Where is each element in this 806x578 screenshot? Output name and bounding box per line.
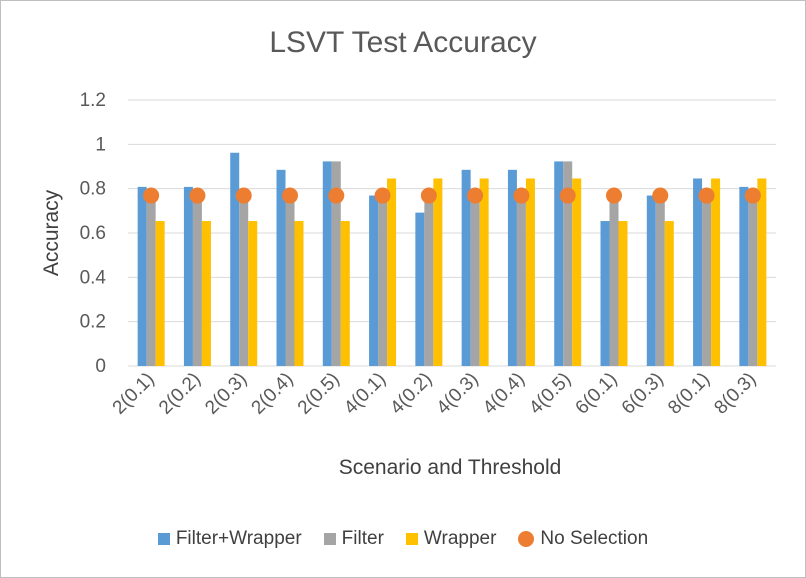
- marker-no-selection: [652, 187, 669, 204]
- x-tick-label: 2(0.4): [248, 369, 298, 419]
- bar-filter: [239, 195, 249, 366]
- bar-wrapper: [294, 221, 304, 366]
- x-tick-label: 2(0.1): [109, 369, 159, 419]
- bar-filter-wrapper: [137, 186, 147, 366]
- bar-wrapper: [525, 178, 535, 366]
- bar-filter-wrapper: [554, 161, 564, 366]
- x-axis-title: Scenario and Threshold: [339, 456, 562, 479]
- legend-circle-swatch: [518, 531, 535, 547]
- bar-wrapper: [479, 178, 489, 366]
- marker-no-selection: [328, 187, 345, 204]
- marker-no-selection: [235, 187, 252, 204]
- bar-wrapper: [387, 178, 397, 366]
- bar-wrapper: [340, 221, 350, 366]
- legend-label: Filter+Wrapper: [175, 528, 302, 549]
- bar-filter: [748, 195, 758, 366]
- bar-filter-wrapper: [230, 152, 240, 366]
- bar-filter: [146, 195, 156, 366]
- x-tick-label: 2(0.2): [155, 369, 205, 419]
- gridlines: [128, 99, 776, 367]
- legend-item: Filter+Wrapper: [157, 528, 302, 550]
- x-tick-label: 4(0.1): [340, 369, 390, 419]
- y-tick-label: 0: [95, 356, 106, 377]
- bar-filter: [285, 195, 295, 366]
- y-tick-labels: 0 0.2 0.4 0.6 0.8 1 1.2: [80, 90, 107, 377]
- bar-filter-wrapper: [369, 195, 379, 366]
- markers: [143, 187, 761, 204]
- legend-square-swatch: [323, 533, 336, 545]
- legend-square-swatch: [157, 533, 170, 545]
- x-tick-label: 6(0.1): [572, 369, 622, 419]
- bar-filter-wrapper: [507, 169, 517, 366]
- marker-no-selection: [559, 187, 576, 204]
- legend-item: Wrapper: [405, 528, 497, 550]
- marker-no-selection: [282, 187, 298, 204]
- bar-filter: [331, 161, 341, 366]
- marker-no-selection: [744, 187, 761, 204]
- x-tick-label: 4(0.4): [479, 369, 529, 419]
- y-tick-label: 0.8: [80, 179, 106, 200]
- legend-square-swatch: [405, 533, 418, 545]
- bar-filter-wrapper: [461, 169, 471, 366]
- legend-label: Filter: [341, 528, 384, 549]
- x-tick-label: 2(0.5): [294, 369, 344, 419]
- legend-item: No Selection: [518, 528, 648, 550]
- bar-filter-wrapper: [276, 169, 286, 366]
- y-tick-label: 0.6: [80, 223, 106, 244]
- x-tick-label: 4(0.3): [433, 369, 483, 419]
- bar-wrapper: [155, 221, 165, 366]
- y-tick-label: 0.2: [80, 312, 106, 333]
- bar-wrapper: [618, 221, 628, 366]
- bar-filter: [192, 195, 202, 366]
- x-tick-label: 4(0.5): [525, 369, 575, 419]
- x-tick-label: 4(0.2): [386, 369, 436, 419]
- marker-no-selection: [467, 187, 484, 204]
- y-tick-label: 1.2: [80, 90, 106, 111]
- y-tick-label: 1: [95, 134, 106, 155]
- bar-wrapper: [664, 221, 674, 366]
- bar-filter-wrapper: [739, 186, 749, 366]
- bar-wrapper: [711, 178, 721, 366]
- x-tick-label: 2(0.3): [201, 369, 251, 419]
- y-axis-title: Accuracy: [40, 189, 63, 276]
- x-tick-label: 8(0.1): [664, 369, 714, 419]
- bar-filter-wrapper: [183, 186, 193, 366]
- bar-filter: [424, 195, 434, 366]
- bars: [137, 152, 767, 366]
- marker-no-selection: [606, 187, 622, 204]
- marker-no-selection: [189, 187, 206, 204]
- x-tick-label: 6(0.3): [618, 369, 668, 419]
- bar-wrapper: [201, 221, 211, 366]
- marker-no-selection: [420, 187, 437, 204]
- y-tick-label: 0.4: [80, 267, 107, 288]
- bar-wrapper: [248, 221, 258, 366]
- bar-filter-wrapper: [646, 195, 656, 366]
- bar-filter-wrapper: [322, 161, 332, 366]
- marker-no-selection: [374, 187, 391, 204]
- legend-item: Filter: [323, 528, 384, 550]
- bar-filter: [609, 195, 619, 366]
- marker-no-selection: [698, 187, 715, 204]
- bar-filter: [563, 161, 573, 366]
- marker-no-selection: [143, 187, 160, 204]
- x-tick-labels: 2(0.1)2(0.2)2(0.3)2(0.4)2(0.5)4(0.1)4(0.…: [109, 369, 761, 419]
- bar-filter-wrapper: [415, 212, 425, 366]
- legend-label: No Selection: [540, 528, 649, 549]
- bar-wrapper: [433, 178, 443, 366]
- bar-filter-wrapper: [600, 221, 610, 366]
- bar-filter: [702, 195, 712, 366]
- x-tick-label: 8(0.3): [710, 369, 760, 419]
- chart-title: LSVT Test Accuracy: [269, 26, 537, 59]
- legend: Filter+Wrapper Filter Wrapper No Selection: [0, 526, 806, 552]
- bar-wrapper: [757, 178, 767, 366]
- legend-label: Wrapper: [423, 528, 497, 549]
- bar-wrapper: [572, 178, 582, 366]
- bar-filter-wrapper: [693, 178, 703, 366]
- bar-filter: [470, 195, 480, 366]
- bar-filter: [378, 195, 388, 366]
- bar-filter: [655, 195, 665, 366]
- marker-no-selection: [513, 187, 530, 204]
- bar-filter: [516, 195, 526, 366]
